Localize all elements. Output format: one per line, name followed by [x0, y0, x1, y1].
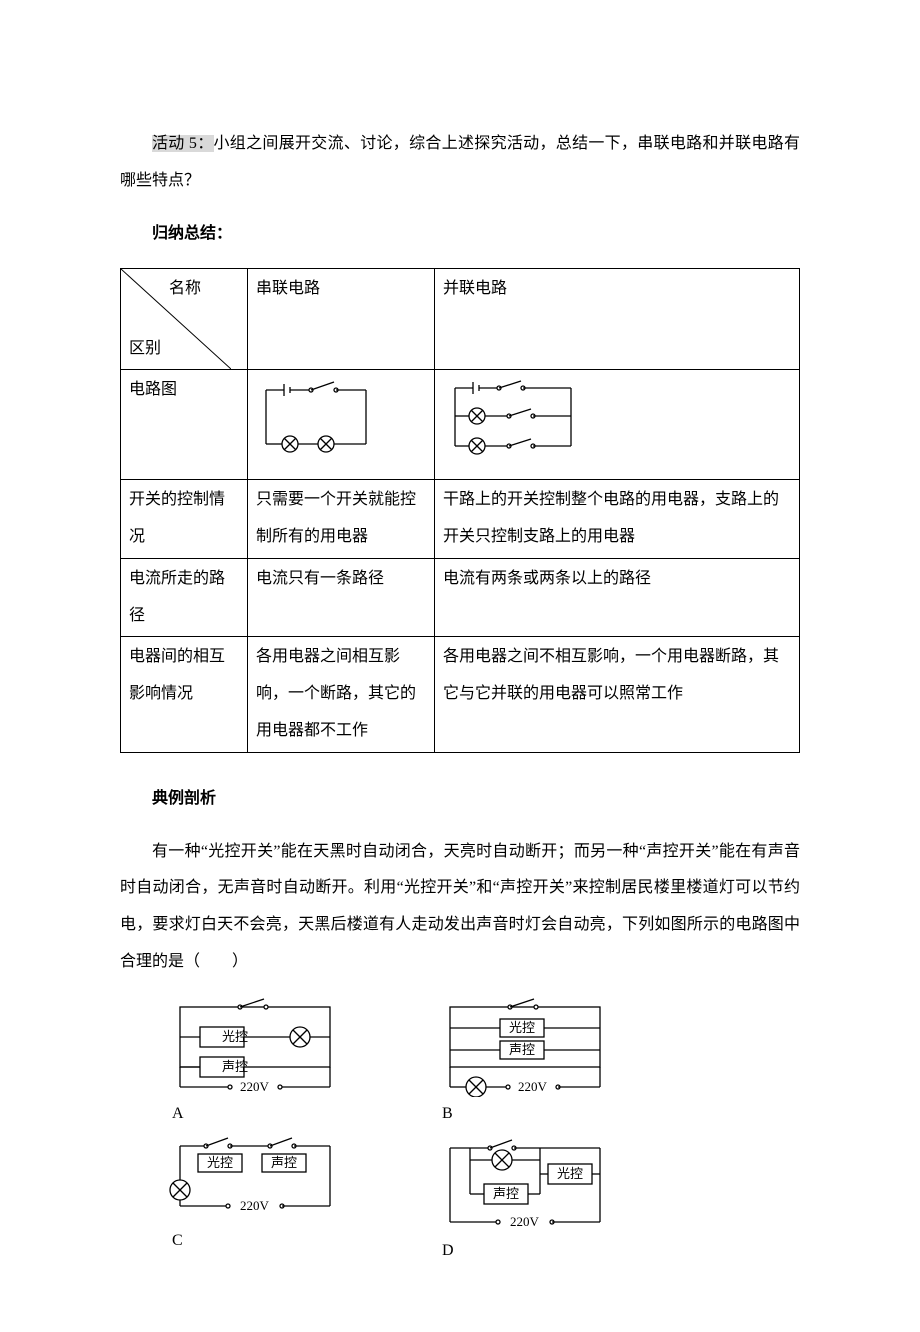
- parallel-circuit-cell: [435, 370, 800, 480]
- svg-text:220V: 220V: [240, 1198, 270, 1213]
- option-d: 光控 声控 220V D: [430, 1134, 660, 1264]
- option-letter: B: [430, 1101, 660, 1127]
- document-page: 活动 5：小组之间展开交流、讨论，综合上述探究活动，总结一下，串联电路和并联电路…: [0, 0, 920, 1332]
- summary-table: 名称 区别 串联电路 并联电路 电路图: [120, 268, 800, 752]
- activity-text: 小组之间展开交流、讨论，综合上述探究活动，总结一下，串联电路和并联电路有哪些特点…: [120, 135, 800, 189]
- header-top-label: 名称: [169, 271, 201, 308]
- header-series: 串联电路: [248, 269, 435, 370]
- option-row: 光控 声控 220V C: [160, 1134, 800, 1264]
- row-label: 开关的控制情况: [121, 480, 248, 559]
- activity-paragraph: 活动 5：小组之间展开交流、讨论，综合上述探究活动，总结一下，串联电路和并联电路…: [120, 126, 800, 200]
- option-b-diagram: 光控 声控 220V: [430, 997, 660, 1097]
- option-a: 光控 声控 220V A: [160, 997, 390, 1127]
- svg-text:声控: 声控: [493, 1186, 519, 1201]
- option-c: 光控 声控 220V C: [160, 1134, 390, 1264]
- svg-text:声控: 声控: [271, 1155, 297, 1170]
- activity-label: 活动 5：: [152, 135, 214, 152]
- svg-text:声控: 声控: [222, 1059, 248, 1074]
- svg-text:光控: 光控: [207, 1155, 233, 1170]
- option-letter: C: [160, 1228, 390, 1254]
- cell: 干路上的开关控制整个电路的用电器，支路上的开关只控制支路上的用电器: [435, 480, 800, 559]
- example-text: 有一种“光控开关”能在天黑时自动闭合，天亮时自动断开；而另一种“声控开关”能在有…: [120, 834, 800, 981]
- cell: 各用电器之间相互影响，一个断路，其它的用电器都不工作: [248, 637, 435, 752]
- example-title: 典例剖析: [120, 781, 800, 818]
- table-row: 开关的控制情况 只需要一个开关就能控制所有的用电器 干路上的开关控制整个电路的用…: [121, 480, 800, 559]
- option-c-diagram: 光控 声控 220V: [160, 1134, 390, 1224]
- series-circuit-cell: [248, 370, 435, 480]
- cell: 电流有两条或两条以上的路径: [435, 558, 800, 637]
- svg-text:声控: 声控: [509, 1042, 535, 1057]
- summary-title: 归纳总结：: [120, 216, 800, 253]
- option-row: 光控 声控 220V A: [160, 997, 800, 1127]
- parallel-circuit-diagram: [443, 378, 583, 456]
- svg-text:光控: 光控: [509, 1020, 535, 1035]
- header-bottom-label: 区别: [129, 331, 161, 368]
- option-d-diagram: 光控 声控 220V: [430, 1134, 660, 1234]
- header-parallel: 并联电路: [435, 269, 800, 370]
- row-label: 电流所走的路径: [121, 558, 248, 637]
- cell: 电流只有一条路径: [248, 558, 435, 637]
- table-row: 电器间的相互影响情况 各用电器之间相互影响，一个断路，其它的用电器都不工作 各用…: [121, 637, 800, 752]
- options-grid: 光控 声控 220V A: [120, 997, 800, 1264]
- row-label: 电路图: [121, 370, 248, 480]
- cell: 只需要一个开关就能控制所有的用电器: [248, 480, 435, 559]
- option-b: 光控 声控 220V B: [430, 997, 660, 1127]
- svg-text:220V: 220V: [518, 1079, 548, 1094]
- svg-text:光控: 光控: [557, 1166, 583, 1181]
- svg-text:光控: 光控: [222, 1029, 248, 1044]
- svg-text:220V: 220V: [240, 1079, 270, 1094]
- option-letter: A: [160, 1101, 390, 1127]
- series-circuit-diagram: [256, 378, 376, 456]
- table-row: 电路图: [121, 370, 800, 480]
- option-a-diagram: 光控 声控 220V: [160, 997, 390, 1097]
- svg-text:220V: 220V: [510, 1214, 540, 1229]
- diagonal-header-cell: 名称 区别: [121, 269, 248, 370]
- row-label: 电器间的相互影响情况: [121, 637, 248, 752]
- table-row: 电流所走的路径 电流只有一条路径 电流有两条或两条以上的路径: [121, 558, 800, 637]
- cell: 各用电器之间不相互影响，一个用电器断路，其它与它并联的用电器可以照常工作: [435, 637, 800, 752]
- option-letter: D: [430, 1238, 660, 1264]
- table-row: 名称 区别 串联电路 并联电路: [121, 269, 800, 370]
